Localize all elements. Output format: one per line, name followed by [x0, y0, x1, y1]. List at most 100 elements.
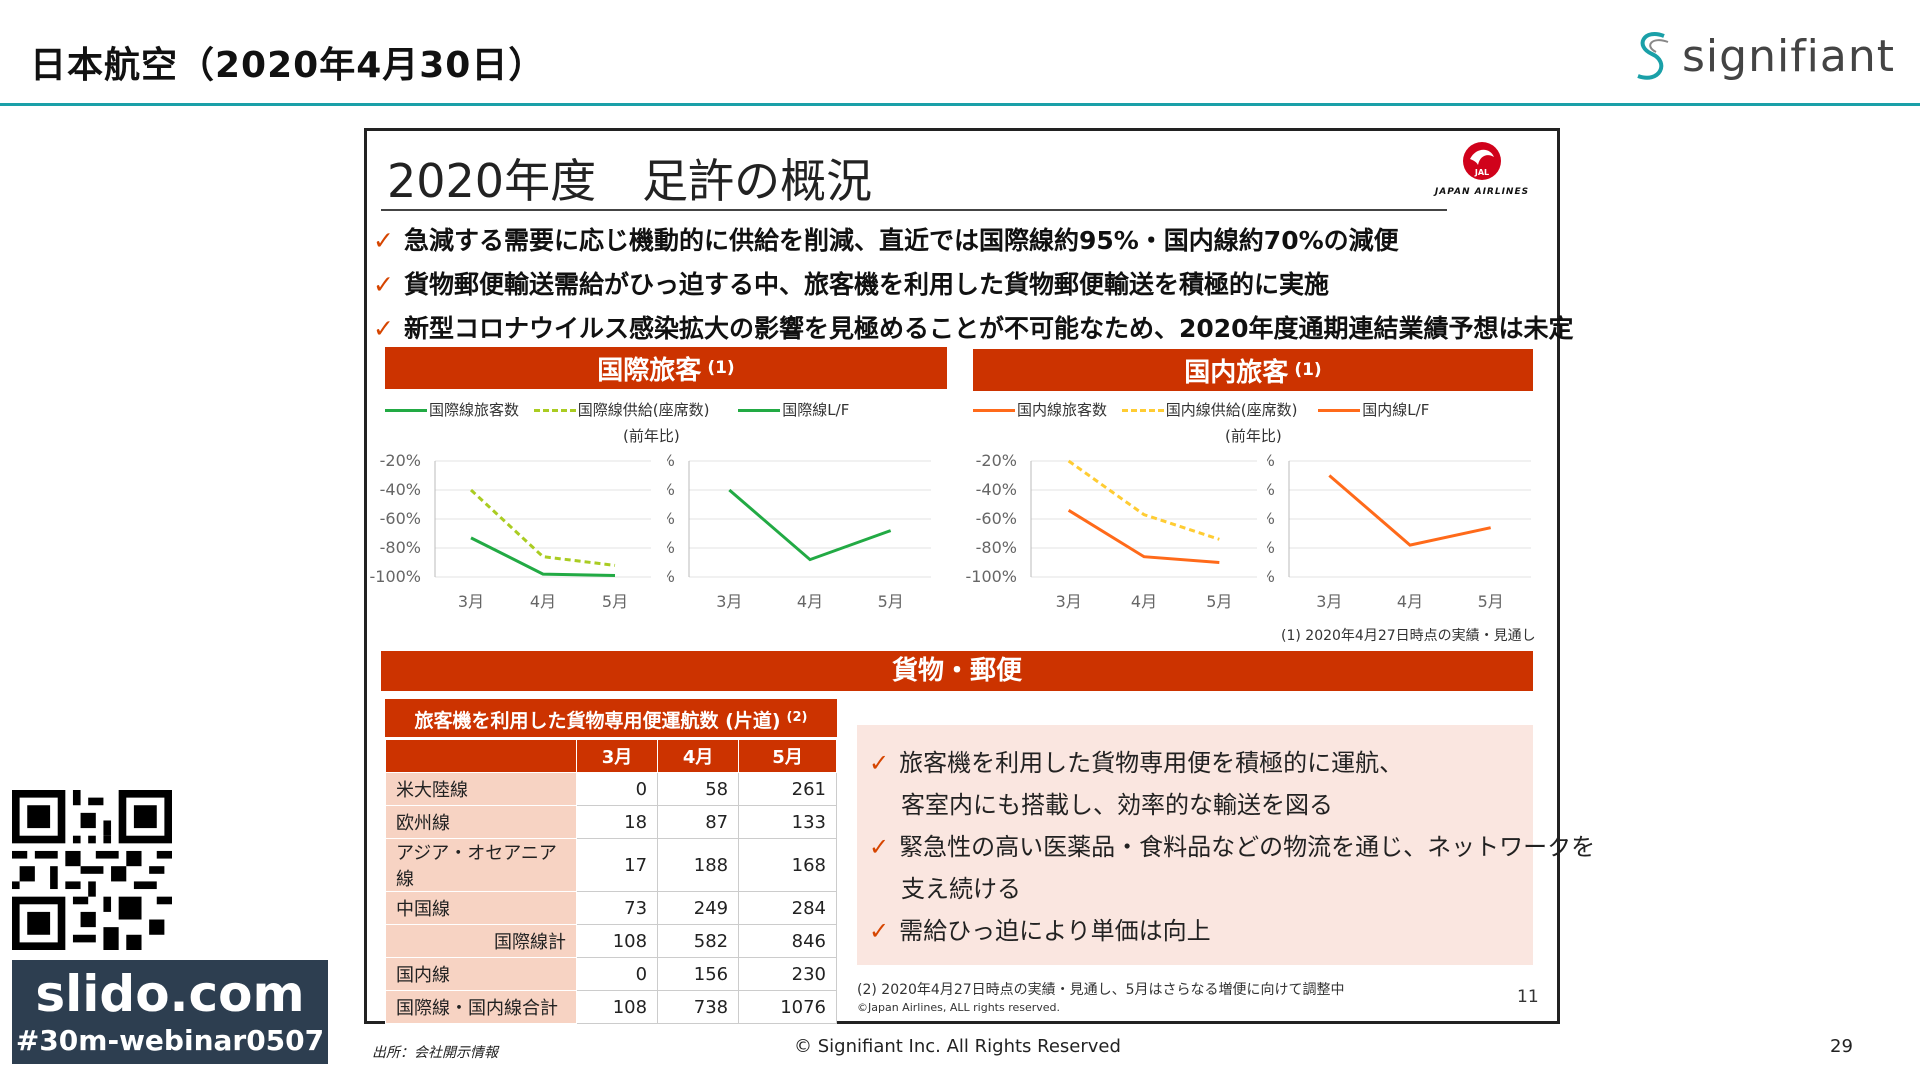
- x-tick-label: 5月: [878, 592, 904, 611]
- note-item: ✓ 需給ひっ迫により単価は向上: [869, 917, 1211, 945]
- signifiant-logo: signifiant: [1630, 28, 1895, 84]
- domestic-passenger-header: 国内旅客 (1): [973, 349, 1533, 391]
- slido-banner[interactable]: slido.com #30m-webinar0507: [12, 960, 328, 1064]
- y-tick-label: -60%: [976, 509, 1017, 528]
- signifiant-logo-icon: [1637, 32, 1669, 80]
- y-tick-label: 30%: [1267, 509, 1275, 528]
- table-row-total: 国際線・国内線合計 108 738 1076: [385, 990, 837, 1024]
- cargo-flights-table: 3月 4月 5月 米大陸線 0 58 261 欧州線 18 87 133 アジア…: [385, 739, 837, 1024]
- header-divider: [0, 103, 1920, 106]
- x-tick-label: 4月: [530, 592, 556, 611]
- jal-brand-text: JAPAN AIRLINES: [1434, 187, 1530, 197]
- bullet-item: ✓ 新型コロナウイルス感染拡大の影響を見極めることが不可能なため、2020年度通期…: [373, 314, 1574, 343]
- y-tick-label: -60%: [380, 509, 421, 528]
- x-tick-label: 3月: [716, 592, 742, 611]
- y-tick-label: 40%: [1267, 480, 1275, 499]
- y-tick-label: 10%: [667, 567, 675, 586]
- column-header: 4月: [657, 739, 740, 773]
- y-tick-label: 40%: [667, 480, 675, 499]
- series-line: [469, 488, 616, 567]
- jal-crane-icon: JAL: [1463, 142, 1501, 180]
- x-tick-label: 3月: [458, 592, 484, 611]
- note-item: ✓ 旅客機を利用した貨物専用便を積極的に運航、: [869, 749, 1404, 777]
- note-item-continued: 客室内にも搭載し、効率的な輸送を図る: [901, 791, 1333, 819]
- cargo-table-caption: 旅客機を利用した貨物専用便運航数 (片道) (2): [385, 699, 837, 737]
- bullet-item: ✓ 貨物郵便輸送需給がひっ迫する中、旅客機を利用した貨物郵便輸送を積極的に実施: [373, 270, 1329, 299]
- x-tick-label: 4月: [1131, 592, 1157, 611]
- page-title: 日本航空（2020年4月30日）: [30, 45, 546, 86]
- y-tick-label: -20%: [380, 451, 421, 470]
- check-icon: ✓: [373, 270, 394, 299]
- intl-passenger-header: 国際旅客 (1): [385, 347, 947, 389]
- check-icon: ✓: [373, 226, 394, 255]
- table-corner: [385, 739, 577, 773]
- check-icon: ✓: [373, 314, 394, 343]
- bullet-item: ✓ 急減する需要に応じ機動的に供給を削減、直近では国際線約95%・国内線約70%の…: [373, 226, 1399, 255]
- cargo-notes-box: ✓ 旅客機を利用した貨物専用便を積極的に運航、 客室内にも搭載し、効率的な輸送を図…: [857, 725, 1595, 965]
- x-tick-label: 5月: [1206, 592, 1232, 611]
- footer-copyright: © Signifiant Inc. All Rights Reserved: [794, 1036, 1121, 1057]
- domestic-legend: 国内線旅客数 国内線供給(座席数) 国内線L/F: [973, 399, 1429, 420]
- table-row-subtotal: 国際線計 108 582 846: [385, 924, 837, 958]
- title-divider: [381, 209, 1447, 211]
- y-tick-label: 20%: [1267, 538, 1275, 557]
- y-tick-label: 50%: [1267, 451, 1275, 470]
- series-line: [470, 536, 616, 578]
- table-row: 中国線 73 249 284: [385, 891, 837, 925]
- y-tick-label: 30%: [667, 509, 675, 528]
- x-tick-label: 5月: [1478, 592, 1504, 611]
- x-tick-label: 3月: [1056, 592, 1082, 611]
- x-tick-label: 5月: [602, 592, 628, 611]
- page-number: 29: [1830, 1036, 1853, 1057]
- intl-passenger-chart: -20% -40% -60% -80% -100% 3月 4月 5月: [369, 451, 651, 611]
- table-row: 米大陸線 0 58 261: [385, 772, 837, 806]
- y-tick-label: -40%: [976, 480, 1017, 499]
- series-line: [728, 488, 892, 562]
- intl-lf-chart: 50% 40% 30% 20% 10% 3月 4月 5月: [667, 451, 931, 611]
- cargo-header: 貨物・郵便: [381, 651, 1533, 691]
- table-row: アジア・オセアニア線 17 188 168: [385, 838, 837, 892]
- slido-tag: #30m-webinar0507: [15, 1024, 325, 1057]
- footnote-1: (1) 2020年4月27日時点の実績・見通し: [1281, 628, 1536, 644]
- table-row: 欧州線 18 87 133: [385, 805, 837, 839]
- slido-site: slido.com: [35, 965, 305, 1023]
- intl-legend: 国際線旅客数 国際線供給(座席数) 国際線L/F: [385, 399, 849, 420]
- footnote-2: (2) 2020年4月27日時点の実績・見通し、5月はさらなる増便に向けて調整中: [857, 982, 1345, 998]
- y-tick-label: 10%: [1267, 567, 1275, 586]
- domestic-passenger-chart: -20% -40% -60% -80% -100% 3月 4月 5月: [965, 451, 1257, 611]
- y-tick-label: 20%: [667, 538, 675, 557]
- series-line: [1067, 459, 1220, 541]
- check-icon: ✓: [869, 833, 890, 861]
- jal-copyright: ©Japan Airlines, ALL rights reserved.: [857, 1001, 1061, 1014]
- y-tick-label: -80%: [976, 538, 1017, 557]
- slide-title: 2020年度 足許の概況: [387, 154, 873, 208]
- y-tick-label: -80%: [380, 538, 421, 557]
- slide-page-number: 11: [1517, 987, 1539, 1007]
- qr-code[interactable]: [12, 790, 172, 950]
- embedded-slide: 2020年度 足許の概況 JAL JAPAN AIRLINES ✓ 急減する需要に…: [364, 128, 1595, 1024]
- y-tick-label: -100%: [369, 567, 421, 586]
- domestic-yoy-label: (前年比): [1225, 427, 1282, 445]
- note-item: ✓ 緊急性の高い医薬品・食料品などの物流を通じ、ネットワークを: [869, 833, 1596, 861]
- svg-text:JAL: JAL: [1474, 168, 1489, 177]
- table-row: 国内線 0 156 230: [385, 957, 837, 991]
- x-tick-label: 4月: [1397, 592, 1423, 611]
- column-header: 3月: [575, 739, 659, 773]
- domestic-lf-chart: 50% 40% 30% 20% 10% 3月 4月 5月: [1267, 451, 1531, 611]
- series-line: [1328, 474, 1491, 547]
- note-item-continued: 支え続ける: [901, 875, 1021, 903]
- check-icon: ✓: [869, 749, 890, 777]
- y-tick-label: -100%: [965, 567, 1017, 586]
- series-line: [1067, 509, 1220, 564]
- column-header: 5月: [738, 739, 837, 773]
- jal-logo: JAL JAPAN AIRLINES: [1427, 139, 1537, 197]
- signifiant-logo-text: signifiant: [1682, 30, 1896, 82]
- source-note: 出所：会社開示情報: [372, 1045, 498, 1061]
- x-tick-label: 3月: [1316, 592, 1342, 611]
- intl-yoy-label: (前年比): [623, 427, 680, 445]
- y-tick-label: -40%: [380, 480, 421, 499]
- y-tick-label: 50%: [667, 451, 675, 470]
- x-tick-label: 4月: [797, 592, 823, 611]
- check-icon: ✓: [869, 917, 890, 945]
- y-tick-label: -20%: [976, 451, 1017, 470]
